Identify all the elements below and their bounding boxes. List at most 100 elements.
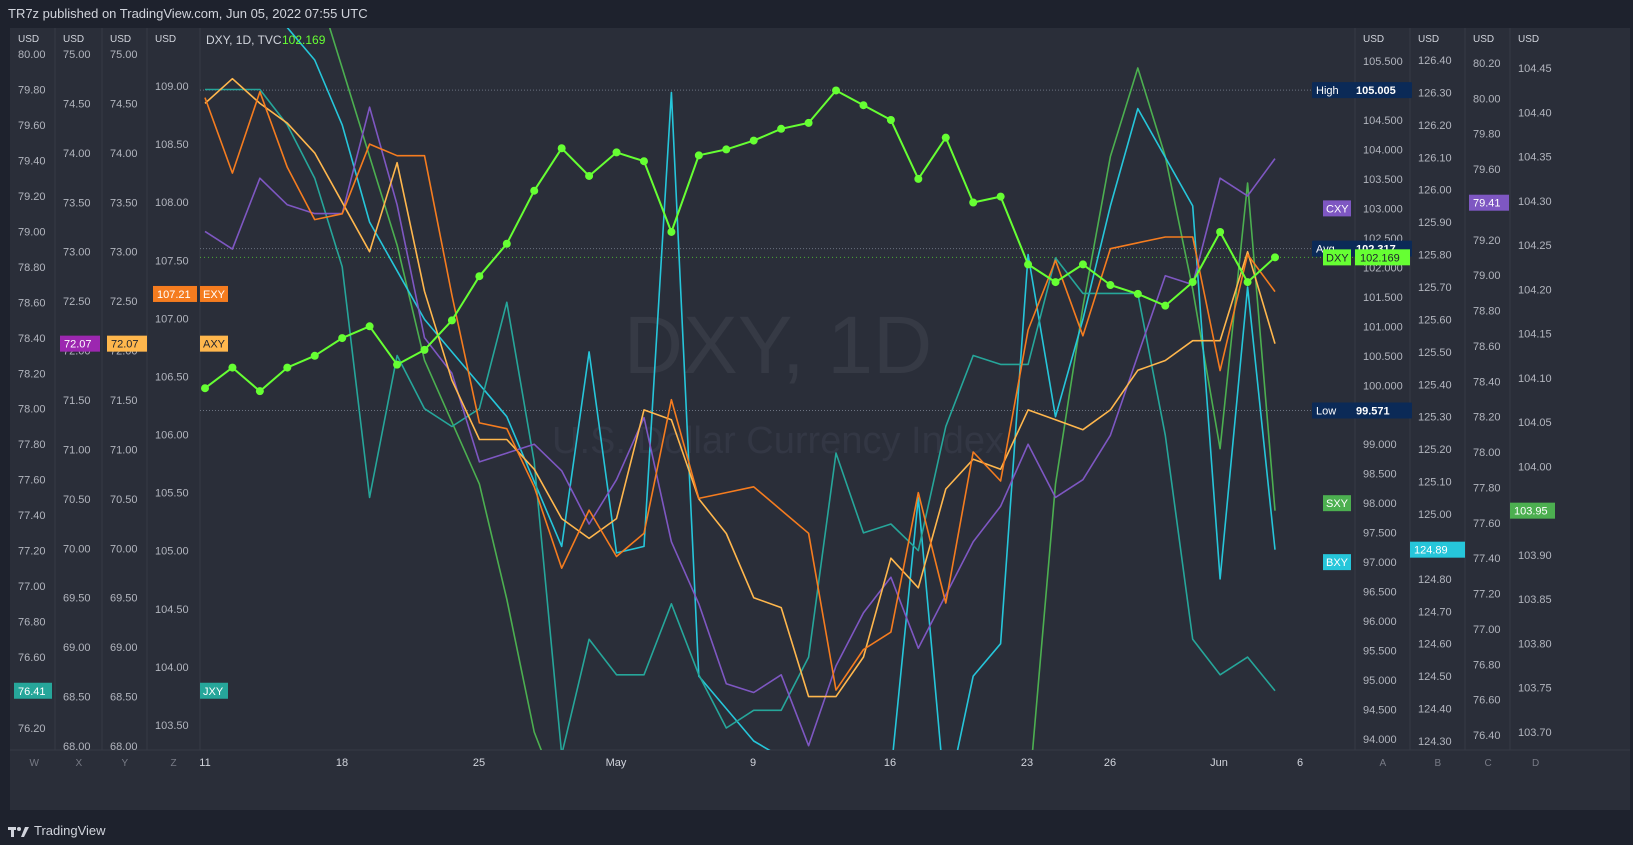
dxy-point[interactable] [1161, 301, 1170, 310]
series-tag-dxy[interactable] [1323, 249, 1351, 266]
reference-label-high: High [1316, 85, 1339, 97]
dxy-point[interactable] [914, 174, 923, 183]
axis-tick-C: 79.60 [1473, 164, 1501, 176]
dxy-point[interactable] [777, 124, 786, 133]
axis-tick-A: 101.000 [1363, 321, 1403, 333]
dxy-point[interactable] [612, 148, 621, 157]
dxy-point[interactable] [859, 101, 868, 110]
series-tag-label-dxy: DXY [1326, 252, 1349, 264]
dxy-point[interactable] [1106, 281, 1115, 290]
series-line-bxy[interactable] [205, 28, 1276, 806]
series-line-exy[interactable] [204, 90, 1276, 691]
axis-tick-A: 98.000 [1363, 498, 1397, 510]
dxy-point[interactable] [255, 387, 264, 396]
dxy-point[interactable] [1024, 260, 1033, 269]
dxy-point[interactable] [228, 363, 237, 372]
dxy-point[interactable] [420, 345, 429, 354]
watermark-title: DXY, 1D [624, 300, 932, 391]
series-line-sxy[interactable] [205, 28, 1276, 810]
dxy-point[interactable] [667, 227, 676, 236]
dxy-point[interactable] [832, 86, 841, 95]
axis-tick-X: 71.50 [63, 395, 91, 407]
chart-svg[interactable]: USD 80.00 79.80 79.60 79.40 79.20 79.00 78.80 78… [10, 28, 1630, 810]
axis-unit-Z: USD [155, 34, 176, 45]
axis-tick-C: 78.00 [1473, 447, 1501, 459]
dxy-point[interactable] [1133, 289, 1142, 298]
series-line-cxy[interactable] [204, 106, 1276, 747]
axis-tick-A: 94.000 [1363, 734, 1397, 746]
dxy-point[interactable] [722, 145, 731, 154]
chart-background [10, 28, 1630, 810]
dxy-point[interactable] [365, 322, 374, 331]
dxy-point[interactable] [1078, 260, 1087, 269]
axis-tick-D: 104.15 [1518, 329, 1552, 341]
dxy-point[interactable] [941, 133, 950, 142]
dxy-point[interactable] [338, 334, 347, 343]
series-tag-jxy[interactable] [200, 682, 228, 699]
price-tag-z [153, 285, 197, 302]
dxy-point[interactable] [639, 157, 648, 166]
axis-id-X: X [76, 758, 83, 769]
dxy-point[interactable] [585, 171, 594, 180]
dxy-point[interactable] [996, 192, 1005, 201]
tradingview-logo[interactable]: TradingView [8, 817, 106, 845]
dxy-point[interactable] [447, 316, 456, 325]
axis-tick-W: 77.40 [18, 510, 46, 522]
dxy-point[interactable] [969, 198, 978, 207]
axis-tick-D: 104.45 [1518, 63, 1552, 75]
series-line-axy[interactable] [204, 77, 1276, 698]
dxy-point[interactable] [502, 239, 511, 248]
series-line-dxy[interactable] [204, 89, 1276, 393]
axis-unit-B: USD [1418, 34, 1439, 45]
axis-tick-B: 125.60 [1418, 314, 1452, 326]
dxy-value-tag-text: 102.169 [1360, 252, 1400, 264]
dxy-point[interactable] [201, 384, 209, 393]
axis-tick-W: 76.20 [18, 723, 46, 735]
dxy-point[interactable] [1216, 227, 1225, 236]
dxy-point[interactable] [694, 151, 703, 160]
dxy-point[interactable] [530, 186, 539, 195]
axis-tick-Z: 107.50 [155, 255, 189, 267]
series-tag-exy[interactable] [200, 285, 228, 302]
axis-tick-X: 75.00 [63, 49, 91, 61]
axis-tick-A: 95.500 [1363, 646, 1397, 658]
dxy-point[interactable] [310, 351, 319, 360]
dxy-point[interactable] [804, 118, 813, 127]
series-tag-sxy[interactable] [1323, 495, 1351, 512]
series-tag-axy[interactable] [200, 335, 228, 352]
time-label: 26 [1104, 757, 1116, 769]
axis-tick-C: 77.00 [1473, 624, 1501, 636]
axis-tick-C: 78.60 [1473, 341, 1501, 353]
series-tag-bxy[interactable] [1323, 554, 1351, 571]
dxy-point[interactable] [283, 363, 292, 372]
axis-id-Z: Z [171, 758, 177, 769]
time-label: Jun [1210, 757, 1228, 769]
axis-tick-W: 78.00 [18, 404, 46, 416]
series-tag-cxy[interactable] [1323, 200, 1351, 217]
dxy-point[interactable] [749, 136, 758, 145]
dxy-point[interactable] [475, 272, 484, 281]
reference-value-low: 99.571 [1356, 406, 1390, 418]
chart-frame[interactable]: USD 80.00 79.80 79.60 79.40 79.20 79.00 78.80 78… [10, 28, 1630, 810]
axis-tick-A: 105.500 [1363, 56, 1403, 68]
dxy-point[interactable] [393, 360, 402, 369]
dxy-point[interactable] [1188, 278, 1197, 287]
axis-tick-X: 70.00 [63, 543, 91, 555]
axis-tick-X: 73.50 [63, 197, 91, 209]
time-label: 9 [750, 757, 756, 769]
price-tag-text-w: 76.41 [18, 686, 46, 698]
dxy-point[interactable] [1243, 278, 1252, 287]
dxy-point[interactable] [1271, 253, 1279, 262]
dxy-point[interactable] [886, 115, 895, 124]
axis-tick-D: 104.10 [1518, 373, 1552, 385]
axis-tick-C: 76.60 [1473, 695, 1501, 707]
axis-tick-C: 76.80 [1473, 659, 1501, 671]
dxy-point[interactable] [557, 144, 566, 153]
price-tag-b [1410, 541, 1465, 558]
axis-tick-B: 126.30 [1418, 87, 1452, 99]
axis-id-Y: Y [122, 758, 129, 769]
dxy-point[interactable] [1051, 278, 1060, 287]
axis-tick-Y: 71.50 [110, 395, 138, 407]
axis-tick-B: 125.00 [1418, 509, 1452, 521]
axis-tick-A: 103.500 [1363, 174, 1403, 186]
